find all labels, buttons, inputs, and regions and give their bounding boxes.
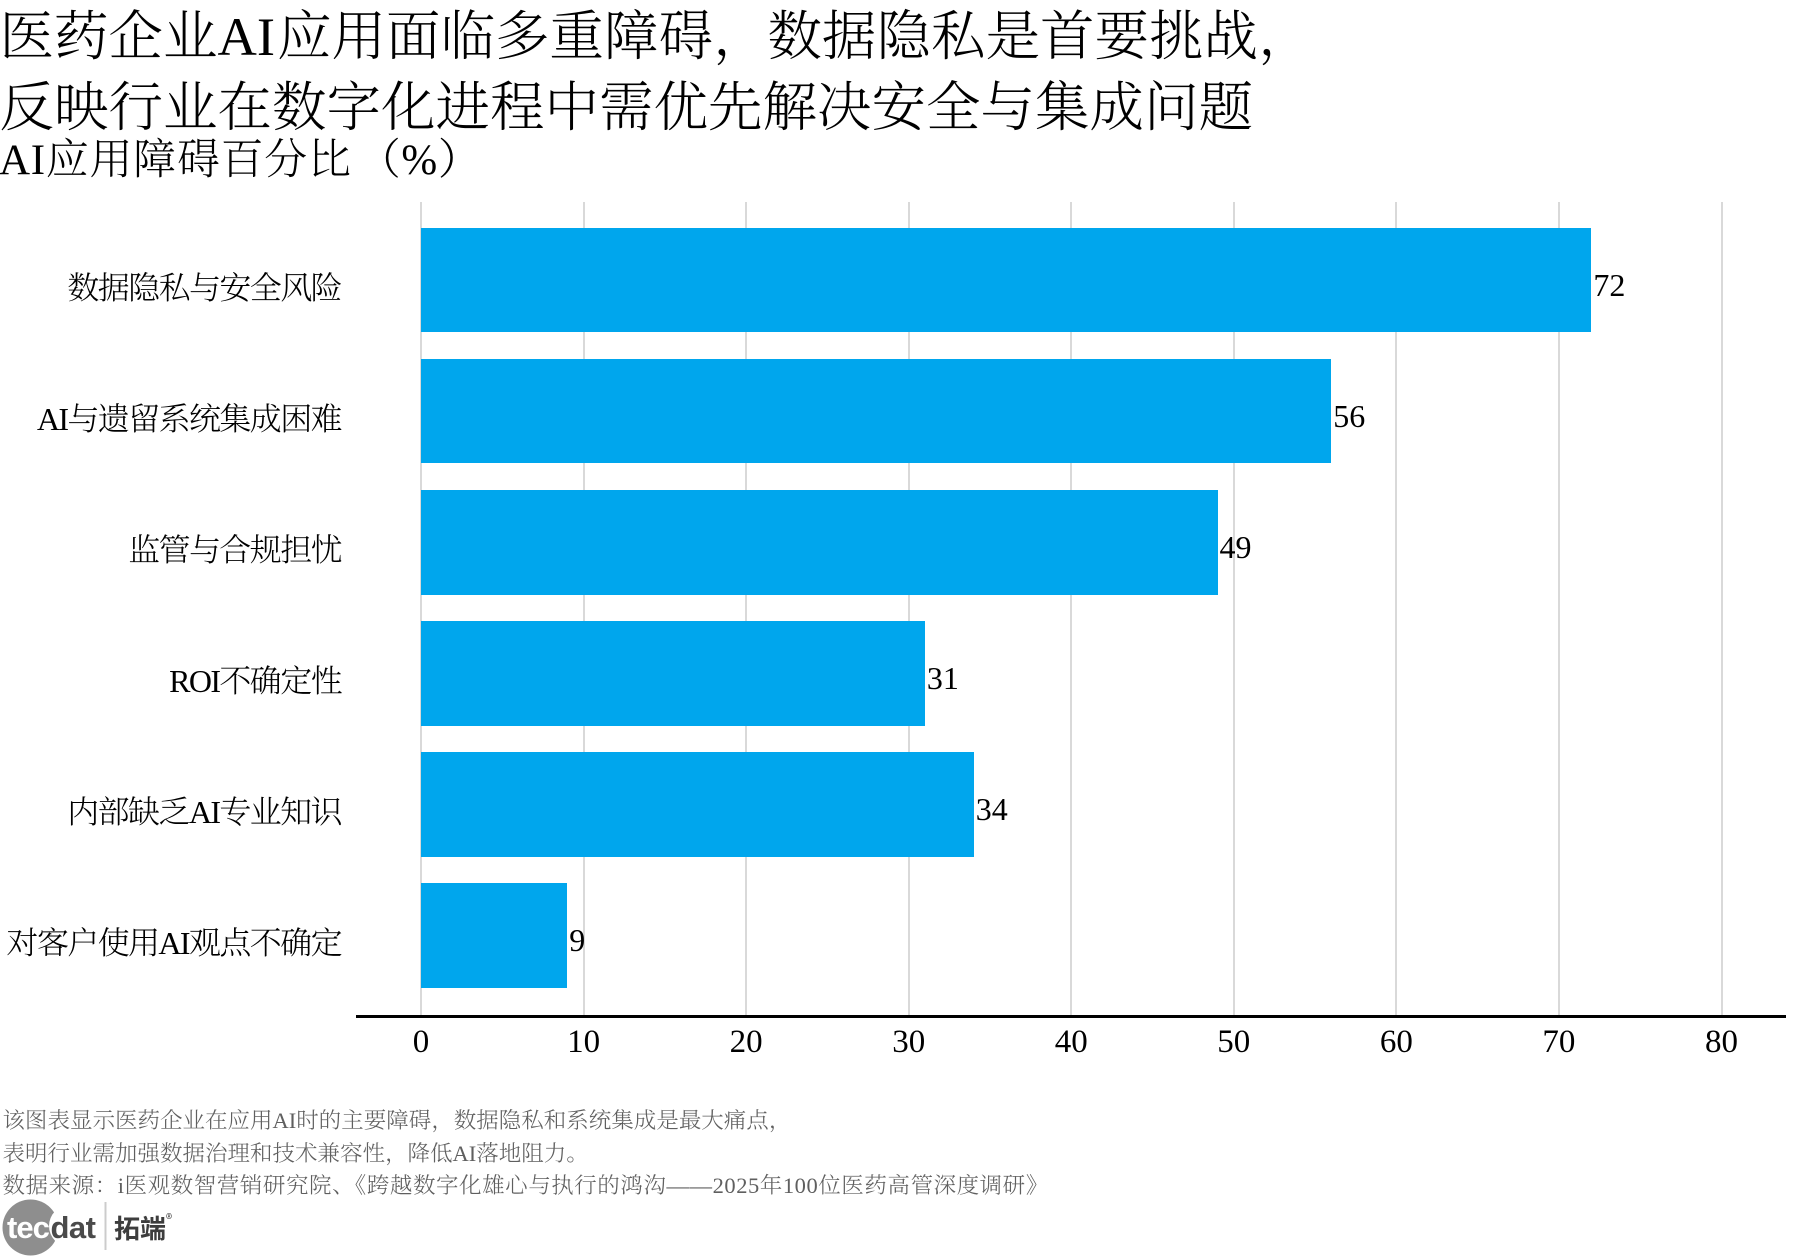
- svg-text:®: ®: [166, 1209, 172, 1228]
- svg-text:tec: tec: [7, 1210, 50, 1245]
- svg-text:dat: dat: [51, 1210, 96, 1245]
- svg-text:拓端: 拓端: [114, 1209, 166, 1246]
